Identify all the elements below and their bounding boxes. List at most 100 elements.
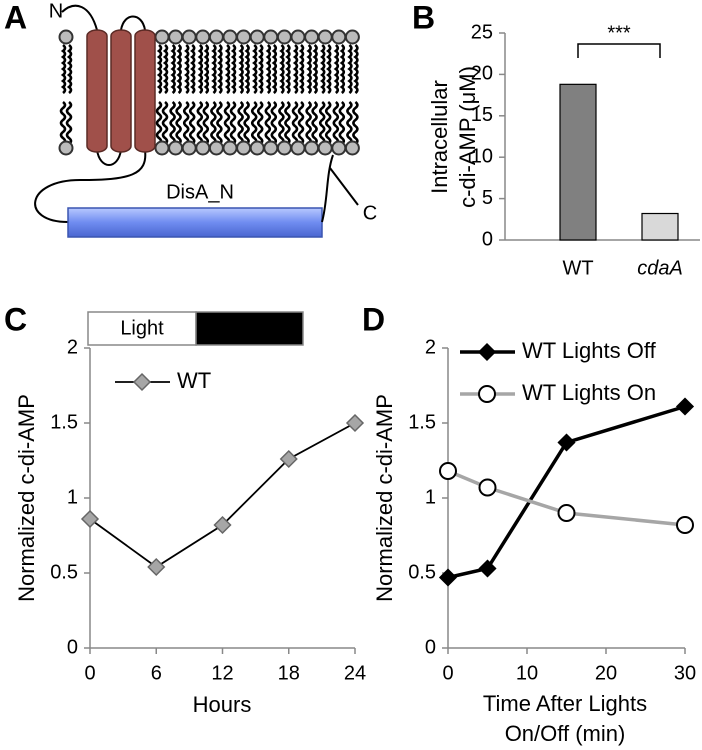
lipid-tail	[258, 43, 264, 95]
lipid-tail	[60, 43, 67, 95]
lipid-head	[154, 29, 170, 45]
lipid-head	[344, 29, 360, 45]
lipid-head	[304, 140, 320, 156]
helix	[86, 29, 108, 153]
y-axis-title: Intracellular	[427, 80, 452, 194]
lipid-head	[304, 29, 320, 45]
lipid-tail	[312, 43, 318, 95]
lipid-tail	[252, 43, 258, 95]
y-tick-label: 1	[425, 486, 436, 508]
lipid-tail	[229, 100, 237, 146]
y-tick-label: 2	[425, 336, 436, 358]
lipid-tail	[284, 100, 291, 146]
x-axis-title: Hours	[193, 692, 252, 717]
lipid-tail	[250, 100, 258, 146]
lipid-tail	[217, 43, 223, 95]
panel-label: B	[412, 0, 435, 35]
marker	[279, 449, 298, 469]
lipid-tail	[265, 43, 272, 95]
helix	[134, 29, 156, 153]
marker	[675, 397, 695, 416]
legend-label: WT Lights Off	[522, 338, 657, 363]
x-tick-label: 6	[151, 662, 162, 684]
marker	[676, 516, 694, 534]
lipid-tail	[184, 43, 190, 95]
lipid-head	[168, 29, 184, 45]
lipid-tail	[155, 100, 163, 146]
legend-label: WT Lights On	[522, 380, 656, 405]
marker	[557, 433, 576, 452]
lipid-tail	[216, 100, 223, 146]
y-tick-label: 0.5	[50, 561, 78, 583]
y-tick-label: 0.5	[408, 561, 436, 583]
bar	[641, 212, 679, 241]
lipid-tail	[244, 43, 250, 95]
y-tick-label: 25	[471, 21, 493, 43]
lipid-head	[290, 140, 306, 156]
lipid-tail	[270, 100, 278, 146]
lipid-tail	[224, 43, 231, 95]
n-label: N	[49, 0, 63, 22]
marker	[438, 568, 458, 587]
lipid-tail	[285, 43, 291, 95]
lipid-tail	[332, 100, 340, 146]
marker	[439, 462, 457, 480]
lipid-tail	[202, 100, 210, 146]
lipid-tail	[156, 43, 163, 95]
lipid-head	[290, 29, 306, 45]
lipid-head	[181, 29, 197, 45]
marker	[80, 509, 100, 529]
lipid-tail	[196, 100, 204, 146]
lipid-tail	[339, 43, 346, 95]
lipid-tail	[347, 43, 353, 95]
lipid-tail	[65, 100, 73, 146]
legend-label: WT	[177, 368, 211, 393]
bar	[559, 83, 597, 241]
y-axis-title: Normalized c-di-AMP	[14, 394, 39, 602]
lipid-tail	[305, 100, 312, 146]
series-line	[447, 404, 686, 580]
lipid-head	[168, 140, 184, 156]
marker	[478, 478, 497, 497]
lipid-tail	[162, 43, 169, 95]
lipid-head	[276, 29, 292, 45]
lipid-tail	[279, 43, 285, 95]
lipid-tail	[271, 43, 278, 95]
y-tick-label: 1.5	[408, 411, 436, 433]
lipid-head	[181, 140, 197, 156]
lipid-head	[249, 29, 265, 45]
lipid-tail	[320, 43, 326, 95]
lipid-tail	[203, 43, 210, 95]
lipid-tail	[297, 100, 305, 146]
y-tick-label: 5	[482, 187, 493, 209]
lipid-tail	[190, 43, 196, 95]
lipid-tail	[291, 100, 299, 146]
lipid-head	[236, 29, 252, 45]
marker	[345, 413, 365, 433]
x-tick-label: cdaA	[637, 257, 683, 279]
x-tick-label: 30	[674, 662, 696, 684]
loop	[34, 149, 147, 223]
helix	[110, 29, 132, 153]
lipid-head	[154, 140, 170, 156]
lipid-head	[208, 29, 224, 45]
lipid-tail	[188, 100, 196, 146]
loop	[96, 149, 122, 166]
x-axis-title: Time After Lights	[483, 691, 647, 716]
lipid-tail	[298, 43, 305, 95]
lipid-head	[263, 140, 279, 156]
lipid-tail	[346, 100, 353, 146]
lipid-tail	[338, 100, 346, 146]
y-tick-label: 0	[482, 228, 493, 250]
y-axis-title: c-di-AMP (μM)	[455, 66, 480, 208]
lipid-head	[236, 140, 252, 156]
lipid-tail	[326, 43, 332, 95]
lipid-head	[249, 140, 265, 156]
x-tick-label: 20	[595, 662, 617, 684]
loop	[61, 4, 98, 31]
lipid-head	[344, 140, 360, 156]
lipid-head	[222, 29, 238, 45]
y-tick-label: 2	[67, 336, 78, 358]
lipid-head	[331, 140, 347, 156]
